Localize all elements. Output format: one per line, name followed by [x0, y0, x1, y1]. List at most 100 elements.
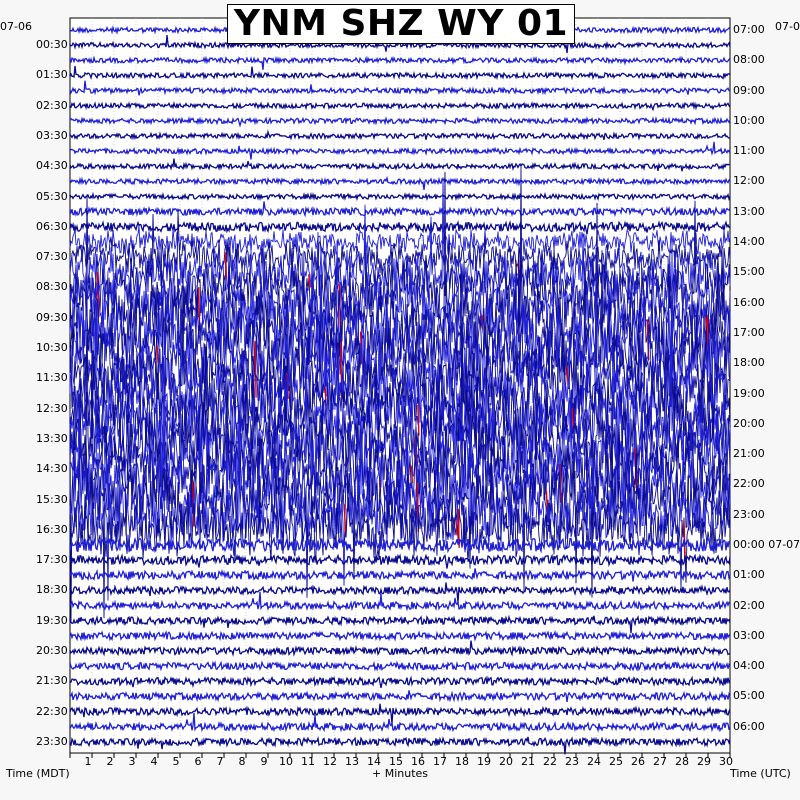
trace-row — [69, 115, 731, 128]
left-time-label: 17:30 — [36, 553, 68, 567]
trace-row — [69, 591, 731, 612]
x-ticks — [69, 753, 731, 758]
event-spike — [308, 274, 311, 288]
left-time-label: 19:30 — [36, 613, 68, 627]
x-tick-label: 19 — [477, 755, 491, 768]
left-time-label: 20:30 — [36, 643, 68, 657]
trace-row — [69, 383, 731, 521]
x-tick-label: 8 — [238, 755, 246, 768]
x-tick-label: 20 — [499, 755, 513, 768]
left-time-label: 12:30 — [36, 401, 68, 415]
trace-row — [69, 141, 731, 160]
left-time-label: 01:30 — [36, 68, 68, 82]
left-time-label: 21:30 — [36, 674, 68, 688]
x-tick-label: 22 — [543, 755, 557, 768]
x-tick-label: 13 — [345, 755, 359, 768]
right-time-label: 09:00 — [733, 83, 765, 97]
event-spike — [417, 404, 420, 436]
right-time-label: 06:00 — [733, 719, 765, 733]
trace-row — [69, 675, 731, 689]
trace-row — [69, 202, 731, 447]
trace-row — [69, 437, 731, 588]
x-tick-label: 6 — [194, 755, 202, 768]
left-time-label: 11:30 — [36, 371, 68, 385]
x-tick-label: 29 — [697, 755, 711, 768]
event-spike — [343, 504, 347, 537]
right-time-label: 14:00 — [733, 235, 765, 249]
trace-row — [69, 80, 731, 96]
event-spike — [156, 345, 159, 364]
trace-row — [69, 233, 731, 365]
left-time-label: 22:30 — [36, 704, 68, 718]
right-time-label: 15:00 — [733, 265, 765, 279]
trace-row — [69, 65, 731, 81]
trace-row — [69, 536, 731, 556]
left-time-label: 10:30 — [36, 341, 68, 355]
left-time-label: 18:30 — [36, 583, 68, 597]
x-tick-label: 10 — [279, 755, 293, 768]
trace-row — [69, 158, 731, 172]
trace-row — [69, 129, 731, 141]
x-tick-label: 14 — [367, 755, 381, 768]
x-tick-label: 12 — [323, 755, 337, 768]
left-time-label: 13:30 — [36, 431, 68, 445]
x-tick-label: 3 — [128, 755, 136, 768]
date-left: 07-06 — [0, 20, 32, 33]
right-axis-label: Time (UTC) — [730, 767, 791, 780]
x-tick-label: 9 — [260, 755, 268, 768]
x-tick-label: 11 — [301, 755, 315, 768]
trace-row — [69, 735, 731, 755]
x-tick-label: 24 — [587, 755, 601, 768]
right-time-label: 02:00 — [733, 598, 765, 612]
right-time-label: 19:00 — [733, 386, 765, 400]
trace-row — [69, 320, 731, 523]
grid — [91, 18, 709, 753]
left-time-label: 03:30 — [36, 129, 68, 143]
x-tick-label: 17 — [433, 755, 447, 768]
x-tick-label: 26 — [631, 755, 645, 768]
right-time-label: 04:00 — [733, 659, 765, 673]
right-time-label: 20:00 — [733, 416, 765, 430]
left-axis-label: Time (MDT) — [6, 767, 70, 780]
x-tick-label: 25 — [609, 755, 623, 768]
trace-row — [69, 690, 731, 703]
left-time-label: 23:30 — [36, 734, 68, 748]
date-right: 07-0 — [775, 20, 800, 33]
trace-row — [69, 640, 731, 657]
left-time-label: 06:30 — [36, 219, 68, 233]
trace-row — [69, 101, 731, 112]
title-box: YNM SHZ WY 01 — [227, 4, 575, 44]
trace-row — [69, 660, 731, 672]
trace-row — [69, 614, 731, 634]
x-tick-label: 4 — [150, 755, 158, 768]
trace-row — [69, 582, 731, 603]
right-time-label: 21:00 — [733, 447, 765, 461]
left-time-label: 02:30 — [36, 98, 68, 112]
x-tick-label: 16 — [411, 755, 425, 768]
x-tick-label: 5 — [172, 755, 180, 768]
x-tick-label: 7 — [216, 755, 224, 768]
trace-row — [69, 191, 731, 202]
right-time-label: 00:00 07-07 — [733, 537, 800, 551]
x-tick-label: 2 — [106, 755, 114, 768]
event-spike — [455, 519, 458, 536]
right-time-label: 11:00 — [733, 144, 765, 158]
event-spike — [224, 252, 227, 279]
right-time-label: 05:00 — [733, 689, 765, 703]
right-time-label: 07:00 — [733, 23, 765, 36]
right-time-label: 17:00 — [733, 325, 765, 339]
x-tick-label: 23 — [565, 755, 579, 768]
x-tick-label: 28 — [675, 755, 689, 768]
trace-row — [69, 630, 730, 642]
trace-row — [69, 201, 731, 218]
right-time-label: 12:00 — [733, 174, 765, 188]
right-time-label: 22:00 — [733, 477, 765, 491]
left-time-label: 05:30 — [36, 189, 68, 203]
right-time-label: 23:00 — [733, 507, 765, 521]
right-time-label: 13:00 — [733, 204, 765, 218]
x-tick-label: 27 — [653, 755, 667, 768]
left-time-label: 16:30 — [36, 522, 68, 536]
trace-row — [69, 240, 731, 452]
left-time-label: 08:30 — [36, 280, 68, 294]
